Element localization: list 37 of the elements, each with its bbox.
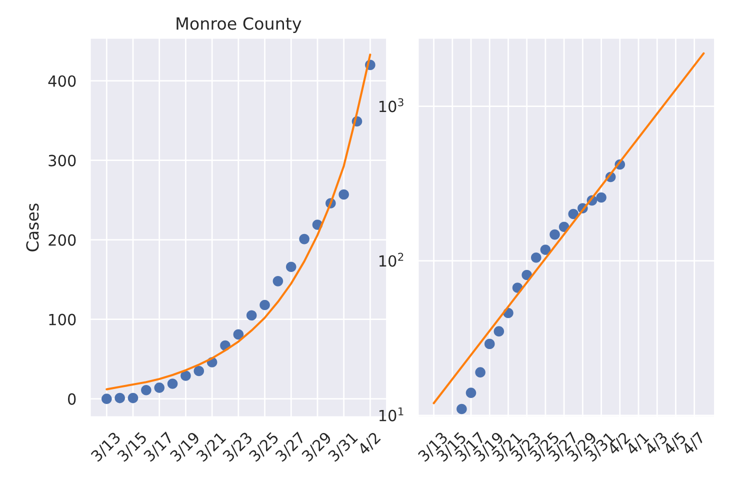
y-tick-label: 100 [49, 314, 76, 326]
point [286, 262, 296, 272]
y-tick-label: 400 [48, 75, 76, 87]
point [194, 366, 204, 376]
y-tick-label: 10$^{2}$ [379, 252, 404, 267]
point [456, 404, 467, 414]
x-tick-label: 4/2 [356, 432, 382, 456]
point [540, 244, 551, 255]
y-axis-title: Cases [26, 204, 39, 252]
point [233, 329, 244, 340]
point [114, 392, 125, 404]
point [494, 326, 504, 336]
point [102, 394, 112, 404]
point [299, 234, 310, 244]
point [484, 338, 495, 350]
point [180, 370, 191, 381]
point [550, 229, 560, 240]
y-tick-label: 10$^{3}$ [379, 98, 404, 112]
point [272, 276, 284, 286]
point [141, 384, 152, 396]
point [260, 300, 270, 310]
y-tick-label: 200 [48, 234, 76, 246]
point [530, 252, 542, 263]
y-tick-label: 10$^{1}$ [379, 407, 404, 422]
point [246, 310, 257, 321]
point [475, 367, 486, 378]
y-tick-label: 0 [68, 393, 76, 405]
point [167, 378, 178, 389]
point [338, 189, 349, 200]
point [568, 208, 579, 220]
point [466, 388, 476, 398]
y-tick-label: 300 [48, 154, 76, 166]
point [596, 192, 606, 203]
point [128, 392, 138, 404]
line-series [106, 54, 372, 390]
point [154, 382, 165, 393]
chart-title: Monroe County [176, 17, 302, 34]
